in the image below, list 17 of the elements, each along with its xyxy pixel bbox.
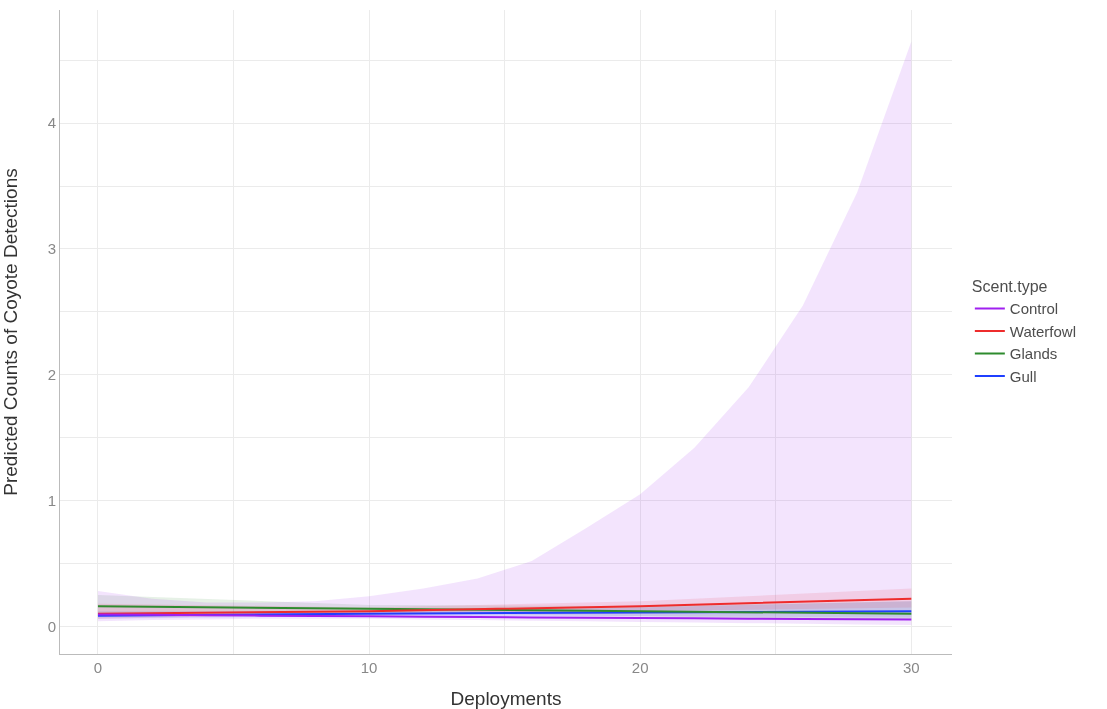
- legend-label: Waterfowl: [1009, 322, 1076, 340]
- y-tick-label: 4: [47, 114, 56, 132]
- line-series: [96, 605, 913, 615]
- x-axis-title: Deployments: [450, 688, 562, 709]
- x-tick-label: 30: [902, 659, 920, 676]
- legend-label: Gull: [1009, 367, 1037, 385]
- y-axis-title: Predicted Counts of Coyote Detections: [0, 168, 21, 496]
- x-tick-label: 20: [631, 659, 649, 676]
- legend-label: Glands: [1009, 345, 1058, 363]
- y-tick-label: 3: [47, 240, 56, 258]
- x-tick-label: 0: [93, 659, 103, 676]
- y-tick-label: 0: [47, 617, 56, 635]
- y-tick-label: 1: [47, 491, 56, 509]
- y-tick-label: 2: [47, 366, 56, 384]
- x-tick-label: 10: [360, 659, 378, 676]
- legend-label: Control: [1009, 300, 1059, 318]
- legend-title: Scent.type: [971, 278, 1048, 296]
